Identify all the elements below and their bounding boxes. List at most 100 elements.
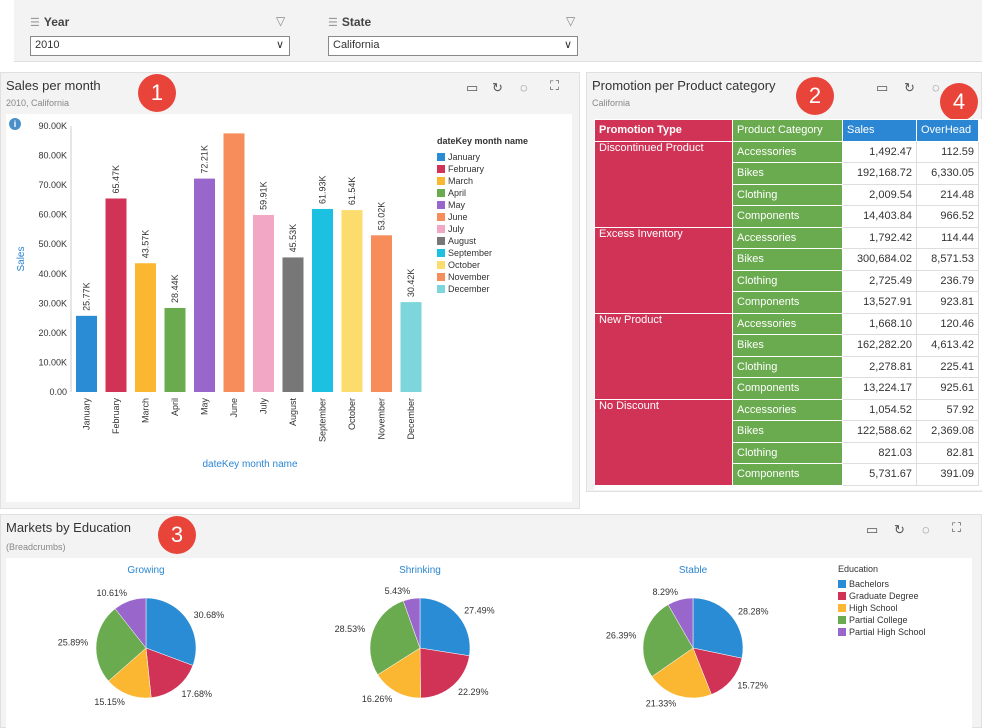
y-tick-label: 0.00 xyxy=(49,387,67,397)
export-icon[interactable]: ▭ xyxy=(876,80,889,95)
refresh-icon[interactable]: ↻ xyxy=(492,80,503,95)
legend-item-september[interactable]: September xyxy=(437,247,492,259)
refresh-icon[interactable]: ↻ xyxy=(904,80,915,95)
bar-may[interactable] xyxy=(194,178,215,392)
pie-slice-partial-college[interactable] xyxy=(369,600,421,676)
pie-data-label: 25.89% xyxy=(58,638,89,648)
category-cell[interactable]: Accessories xyxy=(732,226,843,249)
legend-item-may[interactable]: May xyxy=(437,199,492,211)
legend-item-high-school[interactable]: High School xyxy=(838,602,926,614)
comment-icon[interactable]: ◌ xyxy=(932,80,940,95)
category-cell[interactable]: Clothing xyxy=(732,183,843,206)
x-tick-label: July xyxy=(259,398,269,415)
category-cell[interactable]: Bikes xyxy=(732,334,843,357)
legend-item-april[interactable]: April xyxy=(437,187,492,199)
category-cell[interactable]: Components xyxy=(732,377,843,400)
overhead-cell: 112.59 xyxy=(916,140,979,163)
pie-slice-partial-high-school[interactable] xyxy=(667,597,694,649)
bar-june[interactable] xyxy=(223,133,245,392)
category-cell[interactable]: Bikes xyxy=(732,162,843,185)
pie-slice-graduate-degree[interactable] xyxy=(419,647,470,699)
legend-item-july[interactable]: July xyxy=(437,223,492,235)
category-cell[interactable]: Clothing xyxy=(732,269,843,292)
category-cell[interactable]: Components xyxy=(732,291,843,314)
promotion-type-cell[interactable]: Discontinued Product xyxy=(594,140,733,228)
pie-slice-partial-high-school[interactable] xyxy=(402,597,421,649)
promotion-type-cell[interactable]: No Discount xyxy=(594,398,733,486)
category-cell[interactable]: Accessories xyxy=(732,398,843,421)
pie-slice-high-school[interactable] xyxy=(377,647,421,699)
bar-march[interactable] xyxy=(135,263,156,392)
bar-september[interactable] xyxy=(312,208,333,392)
promotion-type-cell[interactable]: New Product xyxy=(594,312,733,400)
year-select[interactable]: 2010 ∨ xyxy=(30,36,290,56)
comment-icon[interactable]: ◌ xyxy=(520,80,528,95)
legend-item-february[interactable]: February xyxy=(437,163,492,175)
bar-january[interactable] xyxy=(76,315,97,392)
pie-slice-bachelors[interactable] xyxy=(145,597,197,666)
table-header-cell[interactable]: Sales xyxy=(842,119,917,142)
category-cell[interactable]: Components xyxy=(732,463,843,486)
legend-item-august[interactable]: August xyxy=(437,235,492,247)
legend-item-graduate-degree[interactable]: Graduate Degree xyxy=(838,590,926,602)
pie-slice-partial-college[interactable] xyxy=(95,608,147,682)
pie-title: Stable xyxy=(679,565,708,576)
year-filter-funnel-icon[interactable]: ▽ xyxy=(276,14,286,28)
table-header-cell[interactable]: Product Category xyxy=(732,119,843,142)
pie-slice-high-school[interactable] xyxy=(108,647,152,699)
sales-cell: 5,731.67 xyxy=(842,463,917,486)
sales-cell: 1,492.47 xyxy=(842,140,917,163)
year-filter-label: Year xyxy=(43,15,70,29)
table-header-cell[interactable]: OverHead xyxy=(916,119,979,142)
legend-item-march[interactable]: March xyxy=(437,175,492,187)
bar-july[interactable] xyxy=(253,214,274,392)
bar-november[interactable] xyxy=(371,235,392,392)
pie-slice-bachelors[interactable] xyxy=(419,597,471,657)
fullscreen-icon[interactable]: ⛶ xyxy=(952,520,962,535)
state-filter-funnel-icon[interactable]: ▽ xyxy=(566,14,576,28)
info-icon[interactable]: i xyxy=(9,118,21,130)
legend-item-partial-high-school[interactable]: Partial High School xyxy=(838,626,926,638)
bar-august[interactable] xyxy=(282,257,304,392)
x-tick-label: December xyxy=(406,398,416,440)
state-select[interactable]: California ∨ xyxy=(328,36,578,56)
category-cell[interactable]: Bikes xyxy=(732,248,843,271)
pie-slice-graduate-degree[interactable] xyxy=(145,647,194,699)
bar-april[interactable] xyxy=(164,307,186,392)
bar-data-label: 61.93K xyxy=(318,175,328,204)
state-filter-header: ☰ State xyxy=(328,15,371,29)
bar-december[interactable] xyxy=(400,302,422,392)
legend-item-november[interactable]: November xyxy=(437,271,492,283)
legend-item-partial-college[interactable]: Partial College xyxy=(838,614,926,626)
category-cell[interactable]: Components xyxy=(732,205,843,228)
legend-item-december[interactable]: December xyxy=(437,283,492,295)
refresh-icon[interactable]: ↻ xyxy=(894,522,905,537)
legend-item-january[interactable]: January xyxy=(437,151,492,163)
bar-february[interactable] xyxy=(105,198,127,392)
overhead-cell: 214.48 xyxy=(916,183,979,206)
legend-label: November xyxy=(448,272,490,282)
export-icon[interactable]: ▭ xyxy=(466,80,479,95)
fullscreen-icon[interactable]: ⛶ xyxy=(550,78,560,93)
category-cell[interactable]: Accessories xyxy=(732,140,843,163)
pie-slice-partial-high-school[interactable] xyxy=(114,597,147,649)
category-cell[interactable]: Clothing xyxy=(732,441,843,464)
pie-slice-graduate-degree[interactable] xyxy=(692,647,743,695)
bar-october[interactable] xyxy=(341,210,363,392)
legend-label: Partial High School xyxy=(849,627,926,637)
y-tick-label: 30.00K xyxy=(38,298,67,308)
category-cell[interactable]: Accessories xyxy=(732,312,843,335)
promotion-type-cell[interactable]: Excess Inventory xyxy=(594,226,733,314)
export-icon[interactable]: ▭ xyxy=(866,522,879,537)
pie-slice-high-school[interactable] xyxy=(651,647,712,699)
legend-item-october[interactable]: October xyxy=(437,259,492,271)
legend-item-june[interactable]: June xyxy=(437,211,492,223)
table-header-cell[interactable]: Promotion Type xyxy=(594,119,733,142)
pie-slice-partial-college[interactable] xyxy=(642,604,694,677)
pie-slice-bachelors[interactable] xyxy=(692,597,744,659)
comment-icon[interactable]: ◌ xyxy=(922,522,930,537)
category-cell[interactable]: Clothing xyxy=(732,355,843,378)
category-cell[interactable]: Bikes xyxy=(732,420,843,443)
pie-data-label: 27.49% xyxy=(464,605,495,615)
legend-item-bachelors[interactable]: Bachelors xyxy=(838,578,926,590)
